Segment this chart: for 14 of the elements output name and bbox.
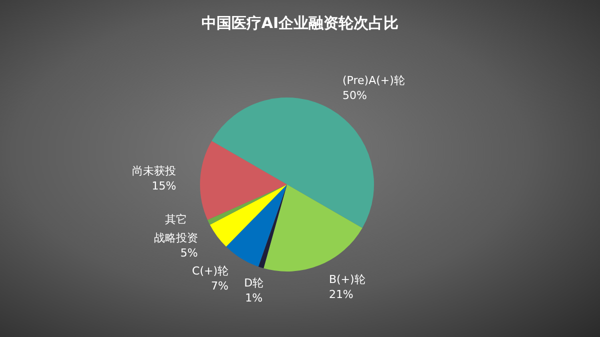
slice-label: B(+)轮 xyxy=(328,273,366,286)
data-label: 15% xyxy=(152,180,176,193)
data-label: 50% xyxy=(342,89,367,102)
slice-label: 尚未获投 xyxy=(132,164,176,178)
slice-label: 其它 xyxy=(165,213,188,226)
slice-label: D轮 xyxy=(244,276,264,290)
slice-label: 战略投资 xyxy=(154,232,198,245)
data-label: 1% xyxy=(245,291,263,304)
chart-title: 中国医疗AI企业融资轮次占比 xyxy=(200,14,400,33)
data-label: 5% xyxy=(180,246,198,260)
data-label: 21% xyxy=(328,288,354,302)
slice-label: (Pre)A(+)轮 xyxy=(342,74,405,88)
slice-label: C(+)轮 xyxy=(192,264,229,278)
data-label: 7% xyxy=(211,280,229,293)
